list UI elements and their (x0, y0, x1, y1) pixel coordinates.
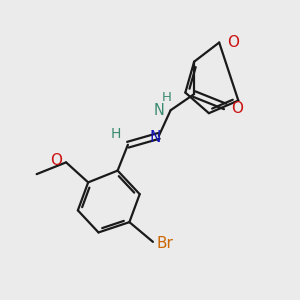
Text: Br: Br (157, 236, 173, 251)
Text: H: H (162, 92, 172, 104)
Text: O: O (231, 101, 243, 116)
Text: O: O (50, 153, 62, 168)
Text: O: O (227, 35, 239, 50)
Text: N: N (153, 103, 164, 118)
Text: H: H (111, 127, 121, 141)
Text: N: N (150, 130, 161, 145)
